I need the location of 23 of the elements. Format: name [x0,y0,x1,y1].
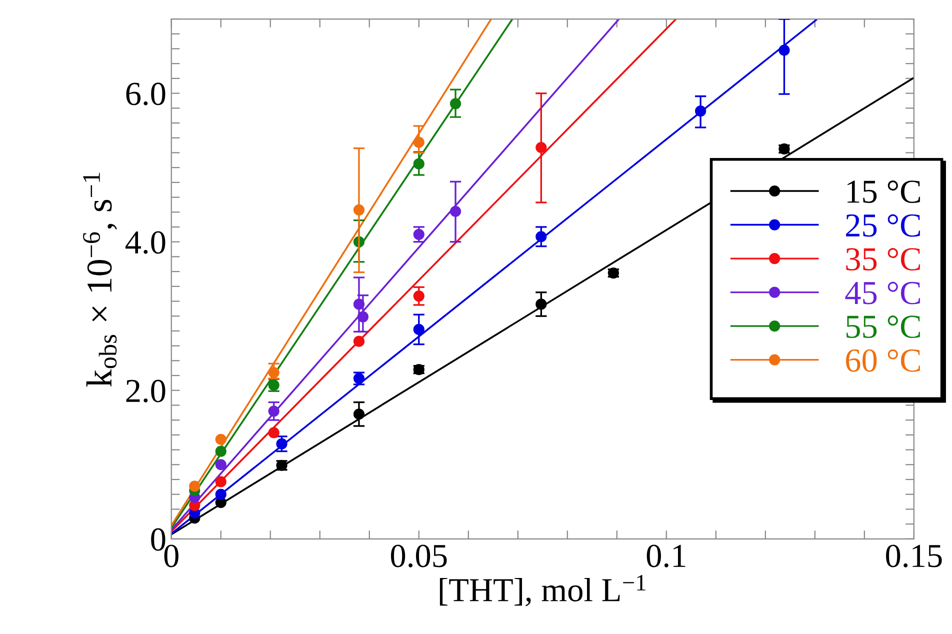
point [215,434,226,445]
point [215,459,226,470]
x-axis-title: [THT], mol L$^{−1}$ [440,575,646,606]
point [268,427,280,438]
legend-label: 45 °C [845,282,920,304]
x-tick-label: 0.1 [646,544,686,568]
y-tick-label: 4.0 [125,231,166,254]
legend-label: 15 °C [848,180,920,203]
point [189,480,200,492]
point [215,488,226,500]
legend-label: 25 °C [846,214,920,237]
legend-label: 35 °C [846,248,920,271]
y-tick-label: 6.0 [126,82,166,106]
point [353,336,365,347]
y-tick-label: 2.0 [126,380,166,402]
x-tick-label: 0.15 [886,544,942,568]
y-axis-title: k$_{obs}$ × 10$^{−6}$, s$^{−1}$ [83,172,117,387]
point [215,446,226,457]
x-tick-label: 0.05 [390,544,447,568]
legend-label: 55 °C [846,316,920,338]
legend-label: 60 °C [846,349,920,372]
y-tick-label: 0 [151,528,166,551]
point [215,476,226,488]
